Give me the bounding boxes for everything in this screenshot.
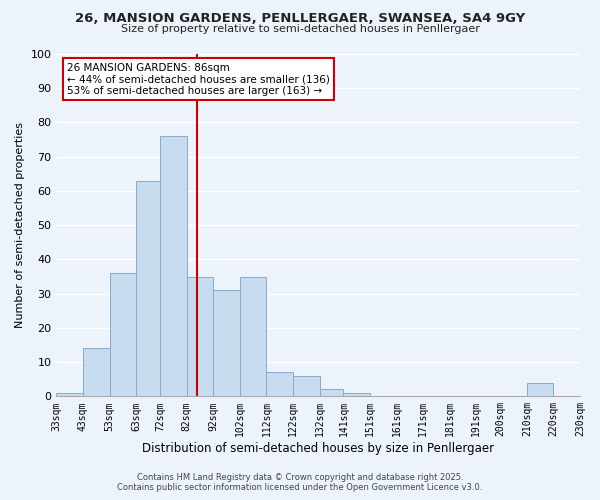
Bar (527, 382, 553, 396)
Text: Contains HM Land Registry data © Crown copyright and database right 2025.
Contai: Contains HM Land Registry data © Crown c… (118, 473, 482, 492)
Bar (266, 372, 293, 396)
X-axis label: Distribution of semi-detached houses by size in Penllergaer: Distribution of semi-detached houses by … (142, 442, 494, 455)
Bar (343, 393, 370, 396)
Text: 26, MANSION GARDENS, PENLLERGAER, SWANSEA, SA4 9GY: 26, MANSION GARDENS, PENLLERGAER, SWANSE… (75, 12, 525, 26)
Bar (83, 348, 110, 397)
Text: Size of property relative to semi-detached houses in Penllergaer: Size of property relative to semi-detach… (121, 24, 479, 34)
Bar (293, 376, 320, 396)
Bar (187, 276, 213, 396)
Bar (160, 136, 187, 396)
Bar (213, 290, 240, 397)
Y-axis label: Number of semi-detached properties: Number of semi-detached properties (15, 122, 25, 328)
Bar (320, 390, 343, 396)
Text: 26 MANSION GARDENS: 86sqm
← 44% of semi-detached houses are smaller (136)
53% of: 26 MANSION GARDENS: 86sqm ← 44% of semi-… (67, 62, 330, 96)
Bar (56, 393, 83, 396)
Bar (110, 273, 136, 396)
Bar (240, 276, 266, 396)
Bar (136, 180, 160, 396)
